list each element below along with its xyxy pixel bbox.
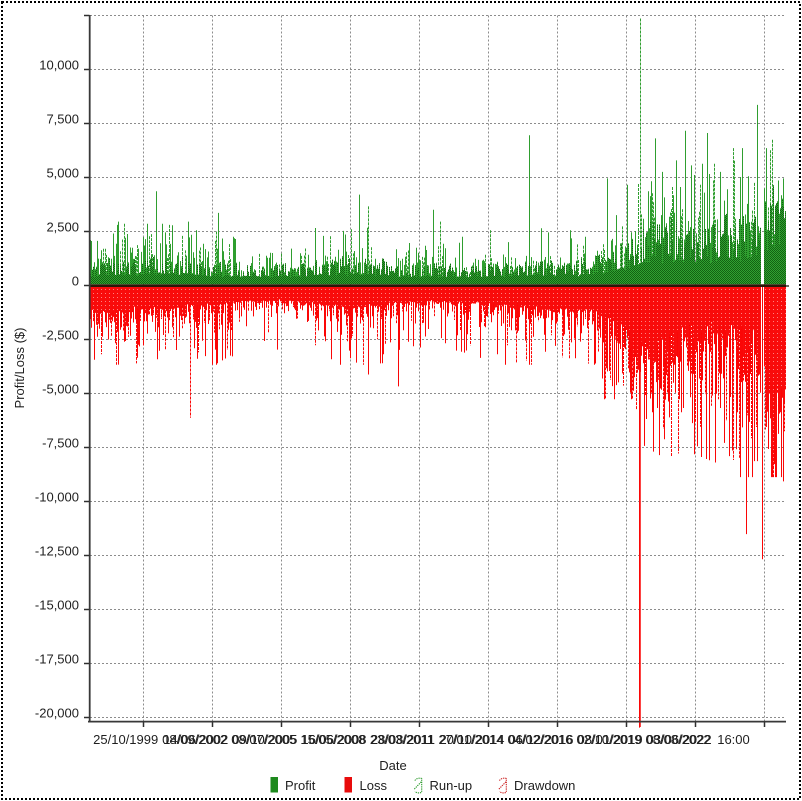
svg-text:-5,000: -5,000	[42, 382, 79, 397]
svg-text:-12,500: -12,500	[35, 544, 79, 559]
svg-text:20/10/2014: 20/10/2014	[439, 732, 504, 747]
svg-text:5,000: 5,000	[46, 166, 79, 181]
svg-text:-2,500: -2,500	[42, 328, 79, 343]
svg-text:Profit/Loss ($): Profit/Loss ($)	[12, 328, 27, 409]
svg-text:10,000: 10,000	[39, 58, 79, 73]
svg-text:Profit: Profit	[285, 778, 316, 793]
svg-text:-20,000: -20,000	[35, 706, 79, 721]
svg-text:Drawdown: Drawdown	[514, 778, 575, 793]
svg-text:23/03/2011: 23/03/2011	[370, 732, 434, 747]
svg-text:25/10/1999: 25/10/1999	[93, 732, 158, 747]
svg-text:04/02/2016: 04/02/2016	[507, 732, 572, 747]
svg-text:Date: Date	[379, 758, 406, 773]
svg-text:08/09/2002: 08/09/2002	[162, 732, 227, 747]
svg-text:-7,500: -7,500	[42, 436, 79, 451]
svg-text:Run-up: Run-up	[430, 778, 473, 793]
svg-text:08/01/2019: 08/01/2019	[578, 732, 643, 747]
svg-text:Loss: Loss	[360, 778, 388, 793]
svg-text:-15,000: -15,000	[35, 598, 79, 613]
svg-text:09/10/2005: 09/10/2005	[232, 732, 297, 747]
svg-text:08/07/2005: 08/07/2005	[231, 732, 296, 747]
svg-text:2,500: 2,500	[46, 220, 79, 235]
svg-text:16/06/2008: 16/06/2008	[301, 732, 366, 747]
svg-text:15/05/2008: 15/05/2008	[300, 732, 365, 747]
svg-text:03/06/2022: 03/06/2022	[647, 732, 712, 747]
svg-text:7,500: 7,500	[46, 112, 79, 127]
svg-text:08/08/2022: 08/08/2022	[646, 732, 711, 747]
svg-text:06/12/2016: 06/12/2016	[508, 732, 573, 747]
svg-text:02/10/2019: 02/10/2019	[577, 732, 642, 747]
svg-text:-17,500: -17,500	[35, 652, 79, 667]
svg-text:27/01/2014: 27/01/2014	[438, 732, 503, 747]
svg-text:0: 0	[72, 274, 79, 289]
svg-text:14/06/2002: 14/06/2002	[163, 732, 228, 747]
svg-text:16:00: 16:00	[717, 732, 750, 747]
svg-text:28/08/2011: 28/08/2011	[371, 732, 435, 747]
svg-text:-10,000: -10,000	[35, 490, 79, 505]
